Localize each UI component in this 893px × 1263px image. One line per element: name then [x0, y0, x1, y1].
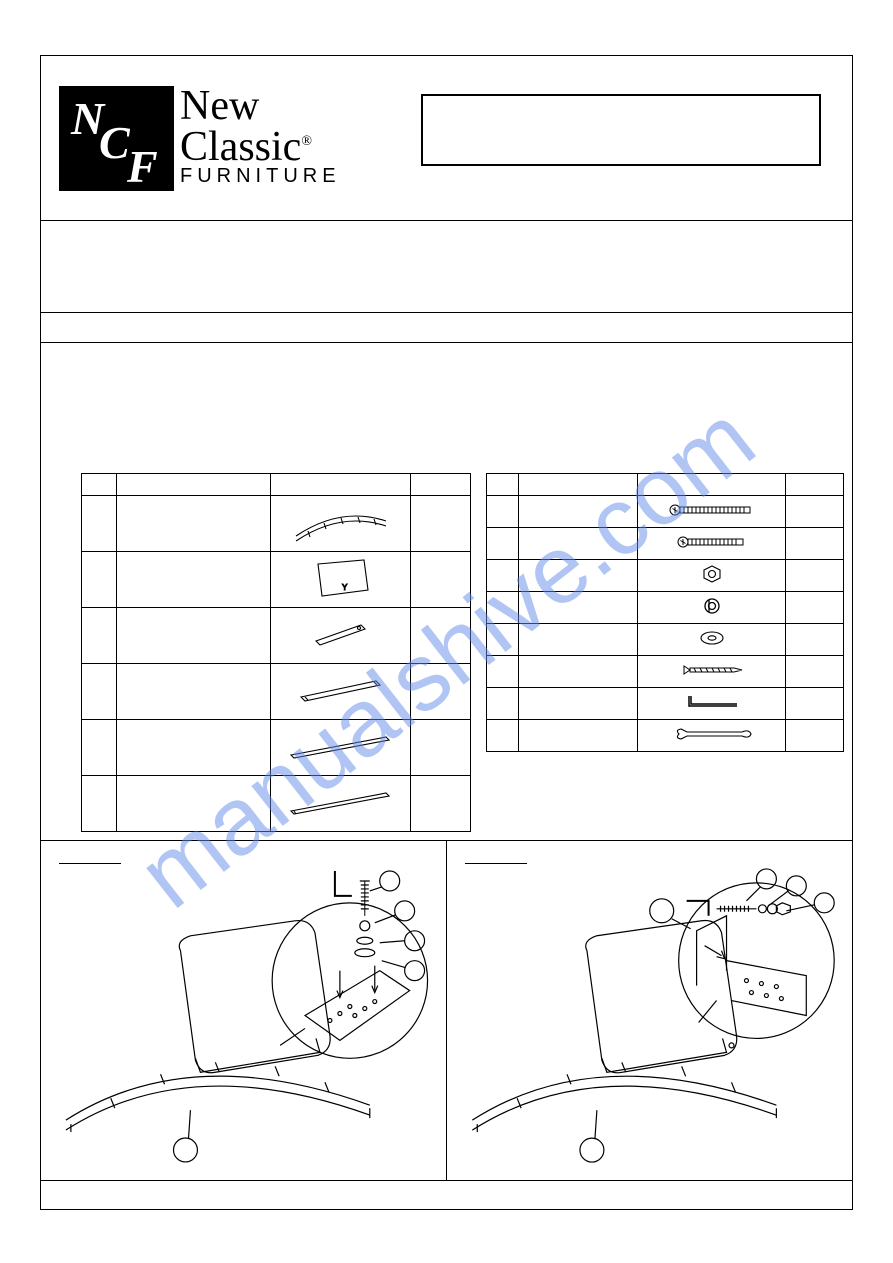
logo-line1: New	[180, 88, 341, 124]
screw-wood-icon	[638, 656, 786, 688]
table-row	[487, 560, 844, 592]
th	[116, 474, 270, 496]
panel-icon: Y	[271, 552, 411, 608]
logo-line3: FURNITURE	[180, 165, 341, 188]
th	[82, 474, 117, 496]
info-band	[41, 221, 852, 313]
table-row	[487, 496, 844, 528]
badge-letter-f: F	[127, 140, 158, 193]
bar-short-icon	[271, 608, 411, 664]
bolt-medium-icon	[638, 528, 786, 560]
th	[271, 474, 411, 496]
step-2	[447, 841, 853, 1180]
logo: N C F New Classic® FURNITURE	[41, 56, 421, 220]
washer-spring-icon	[638, 592, 786, 624]
header-row: N C F New Classic® FURNITURE	[41, 56, 852, 221]
table-row	[487, 528, 844, 560]
parts-section: Y	[41, 343, 852, 841]
table-row	[82, 664, 471, 720]
table-row	[487, 720, 844, 752]
bar-long-2-icon	[271, 776, 411, 832]
step1-drawing	[41, 841, 446, 1180]
ncf-badge: N C F	[59, 86, 174, 191]
spanner-icon	[638, 720, 786, 752]
page-border: N C F New Classic® FURNITURE	[40, 55, 853, 1210]
bolt-long-icon	[638, 496, 786, 528]
hardware-table	[486, 473, 844, 752]
table-row	[487, 656, 844, 688]
washer-flat-icon	[638, 624, 786, 656]
table-row	[82, 496, 471, 552]
badge-letter-c: C	[99, 116, 130, 169]
logo-line2: Classic®	[180, 124, 341, 165]
title-box-container	[421, 56, 852, 220]
ladder-curved-icon	[271, 496, 411, 552]
bar-medium-icon	[271, 664, 411, 720]
title-box	[421, 94, 821, 166]
th	[411, 474, 471, 496]
components-table: Y	[81, 473, 471, 832]
step-1	[41, 841, 447, 1180]
nut-hex-icon	[638, 560, 786, 592]
logo-line2-text: Classic	[180, 124, 301, 170]
table-row	[82, 720, 471, 776]
table-row	[487, 624, 844, 656]
table-row	[82, 776, 471, 832]
bar-long-icon	[271, 720, 411, 776]
thin-band	[41, 313, 852, 343]
steps-row	[41, 841, 852, 1181]
svg-text:Y: Y	[342, 583, 348, 592]
table-header-row	[487, 474, 844, 496]
table-row	[487, 688, 844, 720]
table-row: Y	[82, 552, 471, 608]
step2-drawing	[447, 841, 853, 1180]
table-row	[82, 608, 471, 664]
logo-reg-mark: ®	[301, 134, 312, 149]
table-header-row	[82, 474, 471, 496]
table-row	[487, 592, 844, 624]
logo-text: New Classic® FURNITURE	[180, 88, 341, 188]
allen-key-icon	[638, 688, 786, 720]
